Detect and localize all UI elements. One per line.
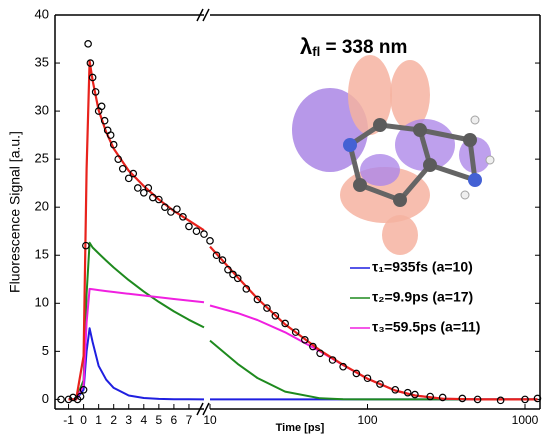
x-tick-label: 3 bbox=[125, 413, 132, 427]
y-tick-label: 35 bbox=[35, 54, 49, 69]
x-axis-label: Time [ps] bbox=[276, 422, 325, 434]
line bbox=[210, 341, 538, 400]
annotation-symbol: λ bbox=[300, 34, 312, 59]
y-tick-label: 15 bbox=[35, 247, 49, 262]
y-tick-label: 40 bbox=[35, 6, 49, 21]
x-tick-label: 4 bbox=[140, 413, 147, 427]
y-tick-label: 10 bbox=[35, 295, 49, 310]
x-tick-label: 6 bbox=[171, 413, 178, 427]
y-tick-label: 5 bbox=[42, 343, 49, 358]
y-tick-label: 0 bbox=[42, 391, 49, 406]
x-tick-label: -1 bbox=[63, 413, 74, 427]
line bbox=[69, 289, 205, 400]
y-axis-label: Fluorescence Signal [a.u.] bbox=[7, 131, 23, 293]
data-point bbox=[85, 41, 91, 47]
x-tick-label: 7 bbox=[186, 413, 193, 427]
x-tick-label: 10 bbox=[203, 413, 217, 427]
data-point bbox=[201, 231, 207, 237]
line bbox=[69, 328, 205, 399]
data-point bbox=[98, 103, 104, 109]
x-tick-label: 5 bbox=[156, 413, 163, 427]
data-point bbox=[186, 223, 192, 229]
legend-label: τ₃=59.5ps (a=11) bbox=[372, 319, 480, 335]
y-tick-label: 25 bbox=[35, 151, 49, 166]
x-tick-label: 0 bbox=[80, 413, 87, 427]
data-point bbox=[193, 228, 199, 234]
page: λfl = 338 nm Time [ps] Fluorescence Sign… bbox=[0, 0, 546, 438]
y-tick-label: 20 bbox=[35, 199, 49, 214]
annotation-subscript: fl bbox=[312, 44, 320, 59]
legend-label: τ₁=935fs (a=10) bbox=[372, 259, 473, 275]
annotation-text: = 338 nm bbox=[320, 37, 407, 58]
x-tick-label: 100 bbox=[357, 413, 377, 427]
line bbox=[69, 61, 205, 399]
x-tick-label: 1 bbox=[95, 413, 102, 427]
line bbox=[69, 243, 205, 400]
data-point bbox=[207, 238, 213, 244]
legend-label: τ₂=9.9ps (a=17) bbox=[372, 289, 473, 305]
x-tick-label: 1000 bbox=[512, 413, 539, 427]
annotation: λfl = 338 nm bbox=[300, 34, 407, 60]
x-tick-label: 2 bbox=[110, 413, 117, 427]
y-tick-label: 30 bbox=[35, 103, 49, 118]
chart: λfl = 338 nm Time [ps] Fluorescence Sign… bbox=[0, 0, 546, 438]
data-point bbox=[135, 185, 141, 191]
molecule-illustration bbox=[292, 55, 494, 255]
data-point bbox=[120, 166, 126, 172]
data-point bbox=[174, 206, 180, 212]
